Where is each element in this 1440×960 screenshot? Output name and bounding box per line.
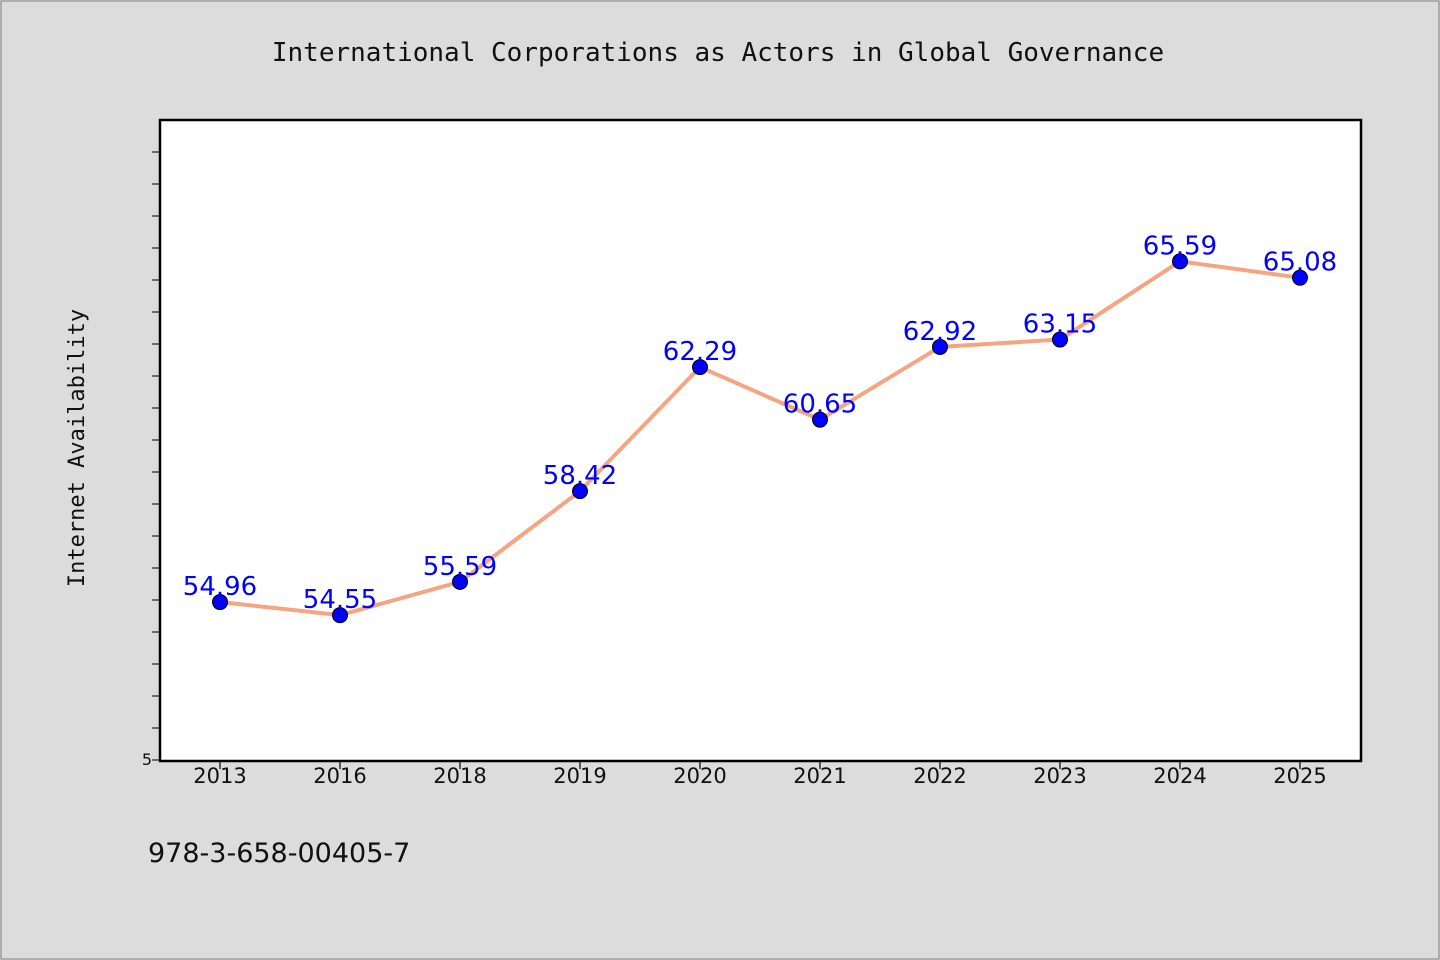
x-tick-label: 2018 <box>433 764 486 788</box>
isbn-text: 978-3-658-00405-7 <box>148 838 410 869</box>
data-points <box>212 253 1308 624</box>
data-point <box>1172 253 1188 270</box>
x-tick-label: 2016 <box>313 764 366 788</box>
x-tick-label: 2020 <box>673 764 726 788</box>
data-label: 54.96 <box>183 572 257 602</box>
data-label: 58.42 <box>543 461 617 491</box>
data-point <box>1052 331 1068 348</box>
x-axis-ticks: 2013 2016 2018 2019 2020 2021 2022 2023 2024 2025 <box>193 761 1327 788</box>
y-tick-label: 5 <box>142 750 152 769</box>
data-point <box>932 338 948 355</box>
data-point <box>692 359 708 376</box>
x-tick-label: 2013 <box>193 764 246 788</box>
data-label: 60.65 <box>783 390 857 420</box>
data-labels: 54.96 54.55 55.59 58.42 62.29 60.65 62.92 63.15… <box>183 231 1337 615</box>
x-tick-label: 2021 <box>793 764 846 788</box>
data-label: 62.92 <box>903 317 977 347</box>
data-point <box>812 411 828 428</box>
y-axis-label: Internet Availability <box>65 309 90 587</box>
series-line <box>218 259 1302 618</box>
x-tick-label: 2019 <box>553 764 606 788</box>
data-label: 63.15 <box>1023 310 1097 340</box>
x-tick-label: 2022 <box>913 764 966 788</box>
x-tick-label: 2025 <box>1273 764 1326 788</box>
plot-area <box>158 118 1363 763</box>
y-axis-ticks <box>152 151 160 761</box>
x-tick-label: 2023 <box>1033 764 1086 788</box>
data-label: 65.08 <box>1263 248 1337 278</box>
series-line-group <box>218 259 1302 618</box>
data-point <box>332 607 348 624</box>
chart-title: International Corporations as Actors in … <box>272 38 1164 68</box>
data-label: 65.59 <box>1143 231 1217 261</box>
data-label: 62.29 <box>663 337 737 367</box>
data-label: 54.55 <box>303 585 377 615</box>
x-tick-label: 2024 <box>1153 764 1206 788</box>
data-point <box>452 573 468 590</box>
data-point <box>212 594 228 611</box>
data-point <box>572 483 588 500</box>
data-label: 55.59 <box>423 552 497 582</box>
data-point <box>1292 269 1308 286</box>
